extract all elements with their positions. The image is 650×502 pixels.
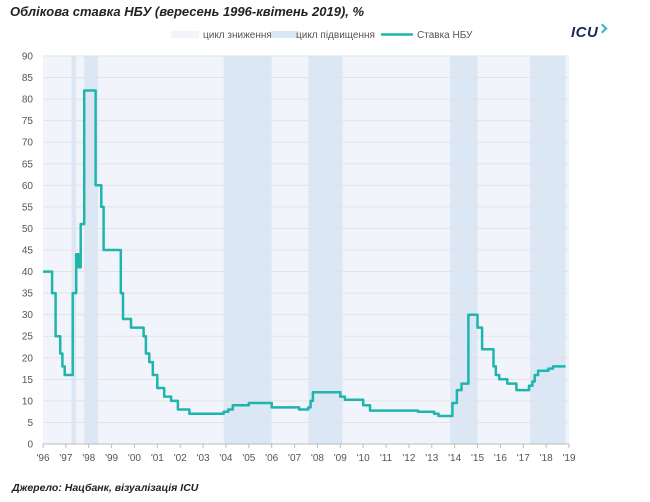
legend: цикл зниження цикл підвищення Ставка НБУ: [171, 30, 473, 41]
x-tick-label: '04: [219, 453, 232, 464]
y-tick-label: 60: [22, 181, 34, 192]
y-tick-label: 10: [22, 396, 34, 407]
x-tick-label: '12: [402, 453, 415, 464]
x-tick-label: '18: [540, 453, 553, 464]
x-tick-label: '05: [242, 453, 255, 464]
series-layer: [43, 89, 566, 418]
y-tick-label: 20: [22, 353, 34, 364]
legend-label-rate: Ставка НБУ: [417, 30, 473, 41]
y-tick-label: 65: [22, 159, 34, 170]
x-tick-label: '15: [471, 453, 484, 464]
legend-label-tightening: цикл підвищення: [296, 30, 375, 41]
x-tick-label: '10: [357, 453, 370, 464]
y-tick-label: 5: [27, 418, 33, 429]
y-axis: 0 5 10 15 20 25 30 35 40 45 50 55 60 65 70 75 80 85 90: [22, 52, 569, 451]
legend-swatch-easing: [171, 31, 199, 38]
x-tick-label: '13: [425, 453, 438, 464]
y-tick-label: 35: [22, 289, 34, 300]
chart-title: Облікова ставка НБУ (вересень 1996-квіте…: [10, 4, 365, 19]
x-tick-label: '00: [128, 453, 141, 464]
y-tick-label: 45: [22, 246, 34, 257]
x-tick-label: '97: [59, 453, 72, 464]
x-tick-label: '17: [517, 453, 530, 464]
x-tick-label: '08: [311, 453, 324, 464]
x-tick-label: '98: [82, 453, 95, 464]
y-tick-label: 40: [22, 267, 34, 278]
y-tick-label: 25: [22, 332, 34, 343]
x-tick-label: '09: [334, 453, 347, 464]
x-tick-label: '96: [36, 453, 49, 464]
y-tick-label: 50: [22, 224, 34, 235]
y-tick-label: 70: [22, 138, 34, 149]
x-tick-label: '99: [105, 453, 118, 464]
y-tick-label: 75: [22, 116, 34, 127]
source-note: Джерело: Нацбанк, візуалізація ICU: [12, 482, 199, 494]
x-tick-label: '19: [562, 453, 575, 464]
icu-logo: ICU: [571, 23, 608, 41]
x-tick-label: '07: [288, 453, 301, 464]
x-tick-label: '01: [151, 453, 164, 464]
x-tick-label: '03: [197, 453, 210, 464]
x-tick-label: '06: [265, 453, 278, 464]
logo-text: ICU: [571, 24, 599, 41]
legend-swatch-tightening: [271, 31, 299, 38]
y-tick-label: 80: [22, 95, 34, 106]
x-axis: '96 '97 '98 '99 '00 '01 '02 '03 '04 '05 '06 '07 '08 '…: [36, 444, 576, 464]
y-tick-label: 0: [27, 440, 33, 451]
y-tick-label: 55: [22, 202, 34, 213]
rate-series-line: [43, 89, 566, 418]
legend-label-easing: цикл зниження: [203, 30, 272, 41]
x-tick-label: '02: [174, 453, 187, 464]
x-tick-label: '14: [448, 453, 461, 464]
y-tick-label: 30: [22, 310, 34, 321]
x-tick-label: '16: [494, 453, 507, 464]
y-tick-label: 15: [22, 375, 34, 386]
y-tick-label: 90: [22, 52, 34, 63]
y-tick-label: 85: [22, 73, 34, 84]
x-tick-label: '11: [380, 453, 393, 464]
